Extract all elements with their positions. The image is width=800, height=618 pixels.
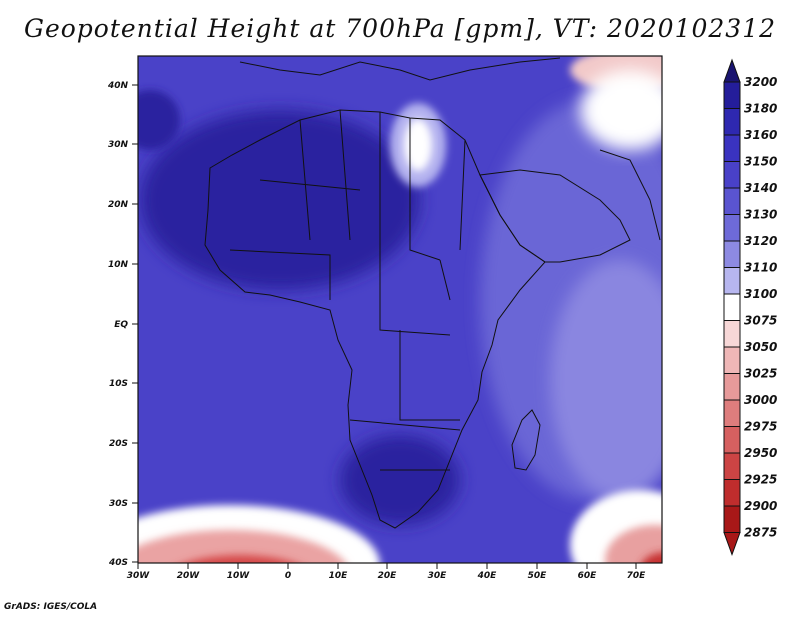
- lat-tick-10S: 10S: [109, 379, 138, 389]
- lon-tick-20W: 20W: [177, 563, 201, 581]
- map-frame: [137, 55, 663, 564]
- lat-tick-20N: 20N: [108, 200, 138, 210]
- colorbar-swatch: [723, 346, 741, 374]
- colorbar-level-label: 3160: [744, 128, 777, 142]
- lat-label: EQ: [114, 320, 128, 330]
- colorbar-level-label: 2875: [744, 526, 777, 540]
- lat-label: 20N: [108, 200, 129, 210]
- lon-tick-70E: 70E: [627, 563, 647, 581]
- lon-label: 40E: [477, 571, 498, 581]
- lon-tick-10E: 10E: [329, 563, 349, 581]
- colorbar-min-arrow: [723, 532, 741, 556]
- colorbar-max-arrow: [723, 58, 741, 83]
- colorbar-swatch: [723, 161, 741, 189]
- lon-tick-30E: 30E: [428, 563, 448, 581]
- colorbar-level-label: 3000: [744, 393, 777, 407]
- colorbar-swatch: [723, 479, 741, 507]
- lat-label: 30N: [108, 140, 129, 150]
- colorbar-swatch: [723, 187, 741, 215]
- lon-tick-10W: 10W: [227, 563, 251, 581]
- colorbar-swatch: [723, 426, 741, 454]
- colorbar-level-label: 2900: [744, 499, 777, 513]
- colorbar-level-label: 3120: [744, 234, 777, 248]
- colorbar-swatch: [723, 134, 741, 162]
- lon-tick-50E: 50E: [528, 563, 548, 581]
- lat-tick-EQ: EQ: [114, 320, 138, 330]
- lon-label: 20E: [378, 571, 398, 581]
- lat-axis: 40N 30N 20N 10N EQ 10S 20S 30S 40S: [107, 81, 138, 568]
- lon-axis: 30W 20W 10W 0 10E 20E 30E 40E 50E 60E 70…: [127, 563, 646, 581]
- colorbar: 3200 3180 3160 3150 3140 3130 3120 3110 3100 3075…: [723, 58, 777, 556]
- africa-coastline: [204, 109, 546, 529]
- arabian-coastline: [479, 169, 631, 263]
- lat-label: 30S: [109, 499, 128, 509]
- colorbar-level-label: 3075: [744, 314, 777, 328]
- footer-credit: GrADS: IGES/COLA: [4, 602, 98, 612]
- india-coastline: [599, 149, 661, 241]
- lat-tick-10N: 10N: [108, 260, 138, 270]
- country-borders: [229, 109, 466, 471]
- colorbar-level-label: 3130: [744, 208, 777, 222]
- colorbar-level-label: 3140: [744, 181, 777, 195]
- colorbar-level-label: 2925: [744, 473, 777, 487]
- lon-tick-20E: 20E: [378, 563, 398, 581]
- colorbar-level-label: 3050: [744, 340, 777, 354]
- colorbar-swatch: [723, 267, 741, 295]
- colorbar-swatch: [723, 108, 741, 136]
- lat-label: 10N: [108, 260, 129, 270]
- lat-label: 10S: [109, 379, 128, 389]
- colorbar-swatch: [723, 214, 741, 242]
- lat-tick-40S: 40S: [108, 558, 138, 568]
- lon-label: 20W: [177, 571, 201, 581]
- lon-label: 0: [285, 571, 291, 581]
- madagascar-coastline: [511, 409, 541, 471]
- lon-tick-30W: 30W: [127, 563, 151, 581]
- lon-label: 70E: [627, 571, 647, 581]
- colorbar-level-label: 2975: [744, 420, 777, 434]
- lat-label: 40S: [108, 558, 128, 568]
- colorbar-swatch: [723, 505, 741, 533]
- colorbar-level-label: 3180: [744, 102, 777, 116]
- lon-label: 50E: [528, 571, 548, 581]
- lon-label: 10W: [227, 571, 251, 581]
- colorbar-swatch: [723, 399, 741, 427]
- lat-tick-30N: 30N: [108, 140, 138, 150]
- lat-tick-30S: 30S: [109, 499, 138, 509]
- colorbar-swatch: [723, 293, 741, 321]
- colorbar-level-label: 3100: [744, 287, 777, 301]
- colorbar-level-label: 3200: [744, 75, 777, 89]
- coastlines: [204, 57, 661, 529]
- colorbar-swatch: [723, 373, 741, 401]
- lat-label: 40N: [107, 81, 129, 91]
- lat-tick-20S: 20S: [109, 439, 138, 449]
- colorbar-swatch: [723, 320, 741, 348]
- lat-label: 20S: [109, 439, 128, 449]
- lon-label: 30W: [127, 571, 151, 581]
- lon-label: 60E: [578, 571, 598, 581]
- colorbar-swatch: [723, 81, 741, 109]
- lon-tick-60E: 60E: [578, 563, 598, 581]
- lon-label: 30E: [428, 571, 448, 581]
- colorbar-level-label: 3150: [744, 155, 777, 169]
- map-title: Geopotential Height at 700hPa [gpm], VT:…: [23, 14, 777, 43]
- lon-tick-40E: 40E: [477, 563, 498, 581]
- lat-tick-40N: 40N: [107, 81, 138, 91]
- colorbar-level-label: 3110: [744, 261, 777, 275]
- colorbar-swatch: [723, 240, 741, 268]
- colorbar-level-label: 3025: [744, 367, 777, 381]
- europe-coastline: [239, 57, 561, 81]
- colorbar-swatch: [723, 452, 741, 480]
- colorbar-level-label: 2950: [744, 446, 777, 460]
- height-field: [138, 56, 662, 563]
- lon-tick-0: 0: [285, 563, 291, 581]
- lon-label: 10E: [329, 571, 349, 581]
